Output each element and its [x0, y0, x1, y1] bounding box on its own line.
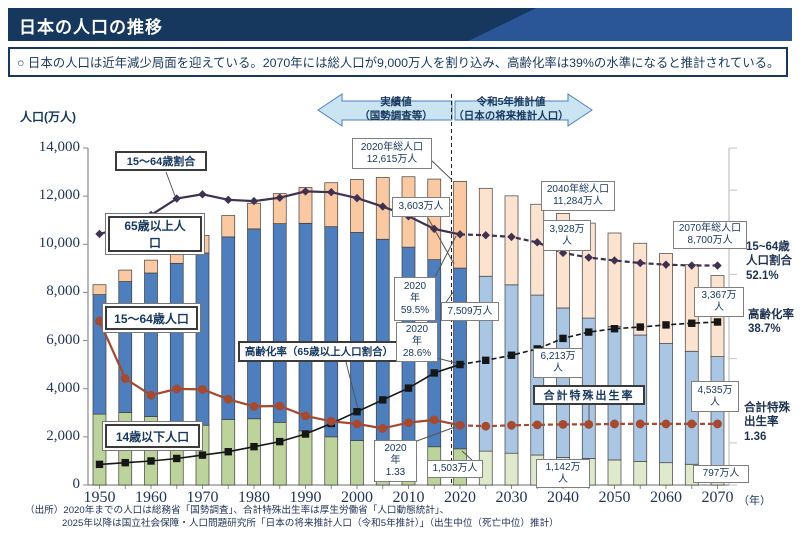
callout-under15-2070: 797万人: [693, 465, 749, 483]
right-label-aging: 高齢化率 38.7%: [748, 309, 794, 336]
working-series-label: 15～64歳人口: [105, 306, 198, 330]
callout-ratio-2020: 2020 年 59.5%: [394, 277, 436, 321]
bar-segment-2055: [633, 460, 648, 486]
bar-segment-1955: [118, 281, 133, 413]
bar-segment-2035: [530, 203, 545, 296]
y-axis-tick-label: 6,000: [46, 331, 80, 348]
y-axis-tick-label: 14,000: [38, 139, 80, 155]
x-axis-tick-label: 1980: [238, 489, 270, 506]
callout-over65-2020: 3,603万人: [392, 197, 450, 217]
y-axis-title: 人口(万人): [20, 110, 76, 124]
bar-segment-1975: [221, 236, 236, 420]
callout-working-2020: 7,509万人: [441, 302, 499, 321]
x-axis-tick-label: 1950: [83, 489, 116, 506]
bar-segment-2030: [504, 452, 519, 486]
bar-segment-1985: [272, 421, 287, 486]
bar-segment-2050: [607, 232, 622, 327]
x-axis-tick-label: 2050: [598, 489, 631, 506]
right-label-ratio: 15~64歳 人口割合 52.1%: [746, 241, 792, 282]
x-axis-tick-label: 2020: [444, 489, 476, 506]
x-axis-tick-label: 1990: [289, 489, 322, 506]
x-axis-tick-label: 1970: [186, 489, 219, 506]
callout-over65-2040: 3,928万 人: [543, 220, 591, 251]
y-axis-tick-label: 8,000: [46, 283, 80, 300]
bar-segment-1955: [118, 269, 133, 282]
callout-fertility-2020: 2020 年 1.33: [374, 440, 417, 482]
x-axis-tick-label: 2070: [701, 489, 734, 506]
bar-segment-2055: [633, 242, 648, 336]
bar-segment-1980: [247, 418, 261, 486]
summary-text: ○ 日本の人口は近年減少局面を迎えている。2070年には総人口が9,000万人を…: [17, 56, 780, 70]
x-axis-tick-label: 2060: [650, 489, 682, 506]
x-axis-tick-label: 1960: [135, 489, 167, 506]
callout-under15-2020: 1,503万人: [427, 460, 483, 478]
bar-segment-2060: [659, 462, 673, 486]
page-title: 日本の人口の推移: [19, 18, 163, 37]
bar-segment-2000: [350, 440, 364, 486]
bar-segment-1990: [298, 222, 313, 432]
x-axis-tick-label: 2030: [495, 489, 528, 506]
source-line-2: 2025年以降は国立社会保障・人口問題研究所「日本の将来推計人口（令和5年推計）…: [62, 517, 559, 529]
bar-segment-2040: [556, 307, 570, 458]
y-axis-tick-label: 0: [72, 476, 81, 492]
page-title-bar: 日本の人口の推移: [8, 8, 792, 41]
bar-segment-1990: [298, 430, 313, 486]
source-note: （出所）2020年までの人口は総務省「国勢調査」、合計特殊出生率は厚生労働省「人…: [25, 505, 559, 531]
x-axis-tick-label: 2010: [392, 489, 425, 506]
bar-segment-2060: [659, 343, 673, 464]
callout-total-2040: 2040年総人口 11,284万人: [541, 181, 615, 211]
callout-total-2020: 2020年総人口 12,615万人: [352, 138, 432, 169]
under15-series-label: 14歳以下人口: [105, 424, 200, 448]
banner-projection-label: 令和5年推計値 （日本の将来推計人口）: [453, 96, 569, 122]
bar-segment-1985: [272, 223, 287, 423]
callout-working-2070: 4,535万 人: [691, 381, 739, 412]
y-axis-tick-label: 4,000: [46, 379, 80, 396]
bar-segment-1950: [92, 284, 107, 295]
x-axis-unit: （年）: [738, 495, 771, 507]
over65-series-label: 65歳以上人 口: [108, 216, 202, 252]
bar-segment-1975: [221, 215, 236, 238]
source-line-1: （出所）2020年までの人口は総務省「国勢調査」、合計特殊出生率は厚生労働省「人…: [25, 505, 450, 516]
aging-series-label: 高齢化率（65歳以上人口割合）: [238, 341, 400, 362]
right-label-fertility: 合計特殊 出生率 1.36: [744, 402, 790, 443]
bar-segment-2000: [350, 179, 364, 233]
x-axis-tick-label: 2040: [547, 489, 579, 506]
banner-actual-label: 実績値 （国勢調査等）: [359, 96, 433, 122]
bar-segment-1980: [247, 228, 261, 420]
callout-working-2040: 6,213万 人: [533, 348, 583, 378]
bar-segment-1995: [324, 226, 339, 438]
bar-segment-1965: [169, 262, 184, 425]
bar-segment-2015: [427, 178, 442, 260]
bar-segment-1980: [247, 202, 261, 230]
bar-segment-1995: [324, 436, 339, 486]
bar-segment-1970: [195, 252, 210, 426]
bar-segment-2050: [607, 459, 622, 486]
callout-aging-2020: 2020 年 28.6%: [396, 322, 438, 362]
callout-total-2070: 2070年総人口 8,700万人: [673, 221, 747, 249]
bar-segment-1960: [144, 259, 158, 274]
fertility-series-label: 合計特殊出生率: [533, 385, 645, 405]
callout-over65-2070: 3,367万 人: [694, 287, 744, 317]
x-axis-tick-label: 2000: [341, 489, 373, 506]
ratio-series-label: 15～64歳割合: [115, 151, 207, 171]
y-axis-tick-label: 12,000: [38, 187, 80, 204]
y-axis-tick-label: 10,000: [38, 235, 80, 252]
summary-box: ○ 日本の人口は近年減少局面を迎えている。2070年には総人口が9,000万人を…: [8, 47, 788, 77]
bar-segment-2060: [659, 253, 673, 344]
callout-under15-2040: 1,142万 人: [536, 459, 590, 488]
y-axis-tick-label: 2,000: [46, 427, 80, 444]
bar-segment-2020: [453, 180, 467, 269]
